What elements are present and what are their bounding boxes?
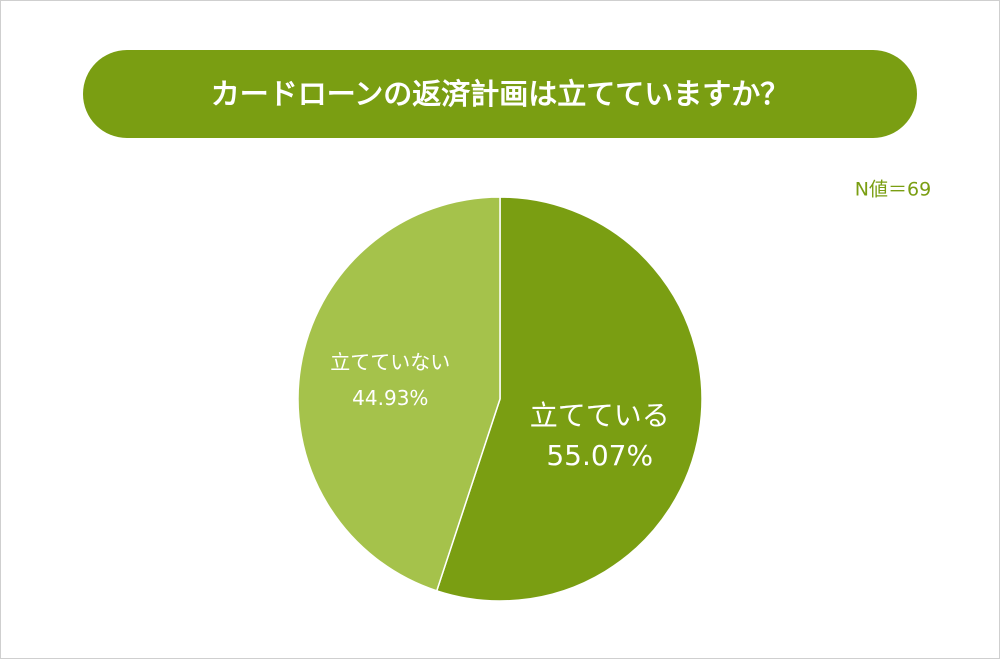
pie-slice [435, 196, 703, 602]
slice-label: 立てている [530, 399, 670, 432]
title-banner [83, 50, 917, 138]
value-label: 44.93% [352, 386, 428, 410]
slice-label: 立てていない [330, 350, 450, 374]
chart-title: カードローンの返済計画は立てていますか？ [211, 77, 790, 111]
value-label: 55.07% [546, 439, 653, 472]
annotation: N値＝69 [855, 179, 931, 201]
pie-slice [297, 196, 501, 592]
